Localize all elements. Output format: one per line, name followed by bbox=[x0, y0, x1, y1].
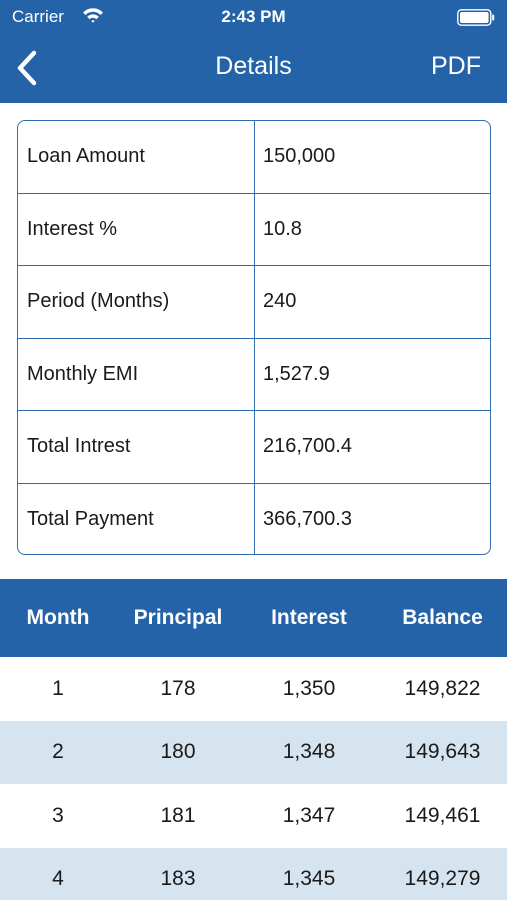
cell-month: 3 bbox=[52, 803, 64, 827]
wifi-icon bbox=[83, 8, 103, 23]
cell-month: 1 bbox=[52, 676, 64, 700]
table-row: 3 181 1,347 149,461 bbox=[0, 784, 507, 848]
summary-label: Monthly EMI bbox=[18, 338, 255, 410]
summary-row-total-interest: Total Intrest 216,700.4 bbox=[18, 411, 490, 484]
cell-month: 2 bbox=[52, 740, 64, 764]
summary-value: 10.8 bbox=[263, 217, 302, 240]
cell-principal: 183 bbox=[160, 867, 196, 891]
cell-principal: 178 bbox=[160, 676, 196, 700]
cell-balance: 149,643 bbox=[404, 740, 481, 764]
cell-balance: 149,461 bbox=[404, 803, 481, 827]
summary-row-period: Period (Months) 240 bbox=[18, 266, 490, 339]
page-title: Details bbox=[215, 52, 292, 80]
summary-value: 150,000 bbox=[263, 145, 336, 168]
cell-principal: 180 bbox=[160, 740, 196, 764]
cell-month: 4 bbox=[52, 867, 64, 891]
summary-row-loan-amount: Loan Amount 150,000 bbox=[18, 121, 490, 194]
cell-interest: 1,348 bbox=[282, 740, 336, 764]
summary-row-monthly-emi: Monthly EMI 1,527.9 bbox=[18, 338, 490, 411]
header-month: Month bbox=[26, 606, 90, 629]
schedule-header: Month Principal Interest Balance bbox=[0, 579, 507, 657]
summary-value: 240 bbox=[263, 290, 297, 313]
header-interest: Interest bbox=[271, 606, 347, 629]
pdf-button[interactable]: PDF bbox=[431, 52, 481, 80]
cell-interest: 1,350 bbox=[282, 676, 336, 700]
summary-label: Period (Months) bbox=[18, 266, 255, 338]
status-bar: Carrier 2:43 PM bbox=[0, 0, 507, 36]
cell-balance: 149,822 bbox=[404, 676, 481, 700]
summary-label: Interest % bbox=[18, 193, 255, 265]
summary-value: 216,700.4 bbox=[263, 435, 352, 458]
header-principal: Principal bbox=[133, 606, 223, 629]
summary-label: Loan Amount bbox=[18, 121, 255, 193]
table-row: 1 178 1,350 149,822 bbox=[0, 657, 507, 721]
status-time: 2:43 PM bbox=[221, 7, 286, 26]
summary-label: Total Payment bbox=[18, 483, 255, 554]
schedule-list: 1 178 1,350 149,822 2 180 1,348 149,643 … bbox=[0, 657, 507, 900]
back-button[interactable] bbox=[12, 48, 40, 88]
loan-summary-table: Loan Amount 150,000 Interest % 10.8 Peri… bbox=[17, 120, 491, 555]
battery-icon bbox=[457, 9, 495, 26]
header-balance: Balance bbox=[402, 606, 483, 629]
table-row: 2 180 1,348 149,643 bbox=[0, 720, 507, 784]
chevron-left-icon bbox=[17, 50, 37, 86]
summary-value: 1,527.9 bbox=[263, 362, 330, 385]
cell-interest: 1,347 bbox=[282, 803, 336, 827]
summary-row-interest: Interest % 10.8 bbox=[18, 193, 490, 266]
summary-row-total-payment: Total Payment 366,700.3 bbox=[18, 483, 490, 554]
table-row: 4 183 1,345 149,279 bbox=[0, 847, 507, 900]
cell-interest: 1,345 bbox=[282, 867, 336, 891]
top-bar: Carrier 2:43 PM Details PDF bbox=[0, 0, 507, 103]
carrier-label: Carrier bbox=[12, 7, 64, 26]
cell-principal: 181 bbox=[160, 803, 196, 827]
summary-value: 366,700.3 bbox=[263, 508, 352, 531]
cell-balance: 149,279 bbox=[404, 867, 481, 891]
summary-label: Total Intrest bbox=[18, 411, 255, 483]
